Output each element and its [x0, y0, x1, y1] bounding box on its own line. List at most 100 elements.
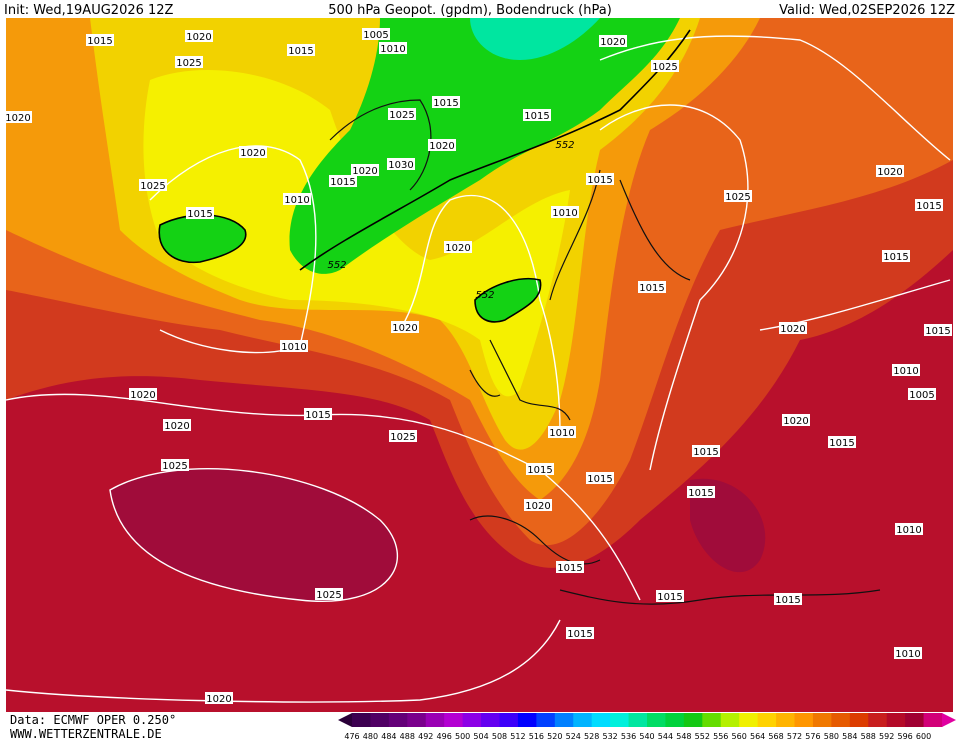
label-box: [924, 324, 952, 336]
bar-label: 544: [658, 732, 673, 741]
bar-segment: [610, 713, 630, 727]
bar-label: 488: [400, 732, 415, 741]
label-box: [329, 175, 357, 187]
contour-label: 1020: [429, 141, 454, 152]
bar-label: 484: [381, 732, 396, 741]
coastline: [329, 99, 881, 605]
label-box: [175, 56, 203, 68]
bar-segment: [776, 713, 795, 727]
bar-segment: [573, 713, 593, 727]
label-box: [186, 207, 214, 219]
geopotential-line: [299, 29, 691, 271]
contour-label: 1015: [288, 46, 313, 57]
label-box: [599, 35, 627, 47]
bar-segment: [739, 713, 759, 727]
bar-end: [338, 713, 352, 727]
field-high: [690, 478, 766, 573]
contour-label: 1015: [688, 488, 713, 499]
label-box: [523, 109, 551, 121]
label-box: [651, 60, 679, 72]
label-box: [638, 281, 666, 293]
isobar: [599, 35, 951, 161]
bar-segment: [702, 713, 722, 727]
contour-label: 1015: [87, 36, 112, 47]
label-box: [895, 523, 923, 535]
label-box: [774, 593, 802, 605]
bar-segment: [812, 713, 832, 727]
bar-label: 528: [584, 732, 599, 741]
bar-segment: [388, 713, 408, 727]
contour-label: 1020: [780, 324, 805, 335]
label-box: [556, 561, 584, 573]
contour-label: 1020: [5, 113, 30, 124]
contour-label: 1025: [176, 58, 201, 69]
label-box: [586, 472, 614, 484]
label-box: [4, 111, 32, 123]
label-box: [687, 486, 715, 498]
label-box: [280, 340, 308, 352]
contour-label: 1015: [305, 410, 330, 421]
contour-label: 1025: [389, 110, 414, 121]
bar-label: 584: [842, 732, 857, 741]
bar-label: 520: [547, 732, 562, 741]
isobar: [599, 104, 749, 471]
field-green: [289, 18, 680, 274]
contour-label: 1010: [549, 428, 574, 439]
field-teal: [470, 18, 600, 60]
label-box: [388, 108, 416, 120]
bar-label: 496: [437, 732, 452, 741]
init-text: Init: Wed,19AUG2026 12Z: [4, 3, 174, 18]
contour-label: 1015: [587, 474, 612, 485]
bar-segment: [462, 713, 482, 727]
contour-label: 1020: [352, 166, 377, 177]
bar-label: 504: [473, 732, 488, 741]
bar-segment: [425, 713, 445, 727]
bar-label: 596: [897, 732, 912, 741]
bar-label: 512: [510, 732, 525, 741]
contour-label: 1010: [895, 649, 920, 660]
website: WWW.WETTERZENTRALE.DE: [10, 727, 162, 741]
label-box: [287, 44, 315, 56]
contour-label: 1020: [445, 243, 470, 254]
bar-label: 580: [824, 732, 839, 741]
contour-label: 1030: [388, 160, 413, 171]
label-box: [892, 364, 920, 376]
label-box: [129, 388, 157, 400]
isobar: [399, 194, 561, 433]
label-box: [548, 426, 576, 438]
bar-segment: [536, 713, 556, 727]
bar-end: [942, 713, 956, 727]
bar-segment: [886, 713, 906, 727]
bar-segment: [370, 713, 390, 727]
contour-labels: 1015 1020 1015 1005 1010 1020 1025 1025 1020 1015…: [4, 28, 952, 705]
contour-label: 1015: [693, 447, 718, 458]
bar-label: 556: [713, 732, 728, 741]
field-green-patch: [475, 278, 541, 322]
label-box: [362, 28, 390, 40]
label-box: [163, 419, 191, 431]
contour-label: 1020: [525, 501, 550, 512]
isobar: [149, 145, 317, 354]
label-box: [379, 42, 407, 54]
contour-label: 1015: [883, 252, 908, 263]
contour-label: 1020: [164, 421, 189, 432]
bar-segment: [923, 713, 943, 727]
contour-label: 1025: [162, 461, 187, 472]
label-box: [432, 96, 460, 108]
contour-label: 1020: [186, 32, 211, 43]
label-box: [428, 139, 456, 151]
contour-label: 1020: [240, 148, 265, 159]
contour-label: 1005: [363, 30, 388, 41]
bar-label: 560: [732, 732, 747, 741]
contour-label: 1020: [206, 694, 231, 705]
bar-label: 532: [602, 732, 617, 741]
label-box: [566, 627, 594, 639]
label-box: [139, 179, 167, 191]
bar-segment: [905, 713, 925, 727]
bar-segment: [352, 713, 371, 727]
label-box: [86, 34, 114, 46]
label-box: [656, 590, 684, 602]
title: 500 hPa Geopot. (gpdm), Bodendruck (hPa): [328, 3, 612, 18]
label-box: [915, 199, 943, 211]
contour-label: 1010: [893, 366, 918, 377]
